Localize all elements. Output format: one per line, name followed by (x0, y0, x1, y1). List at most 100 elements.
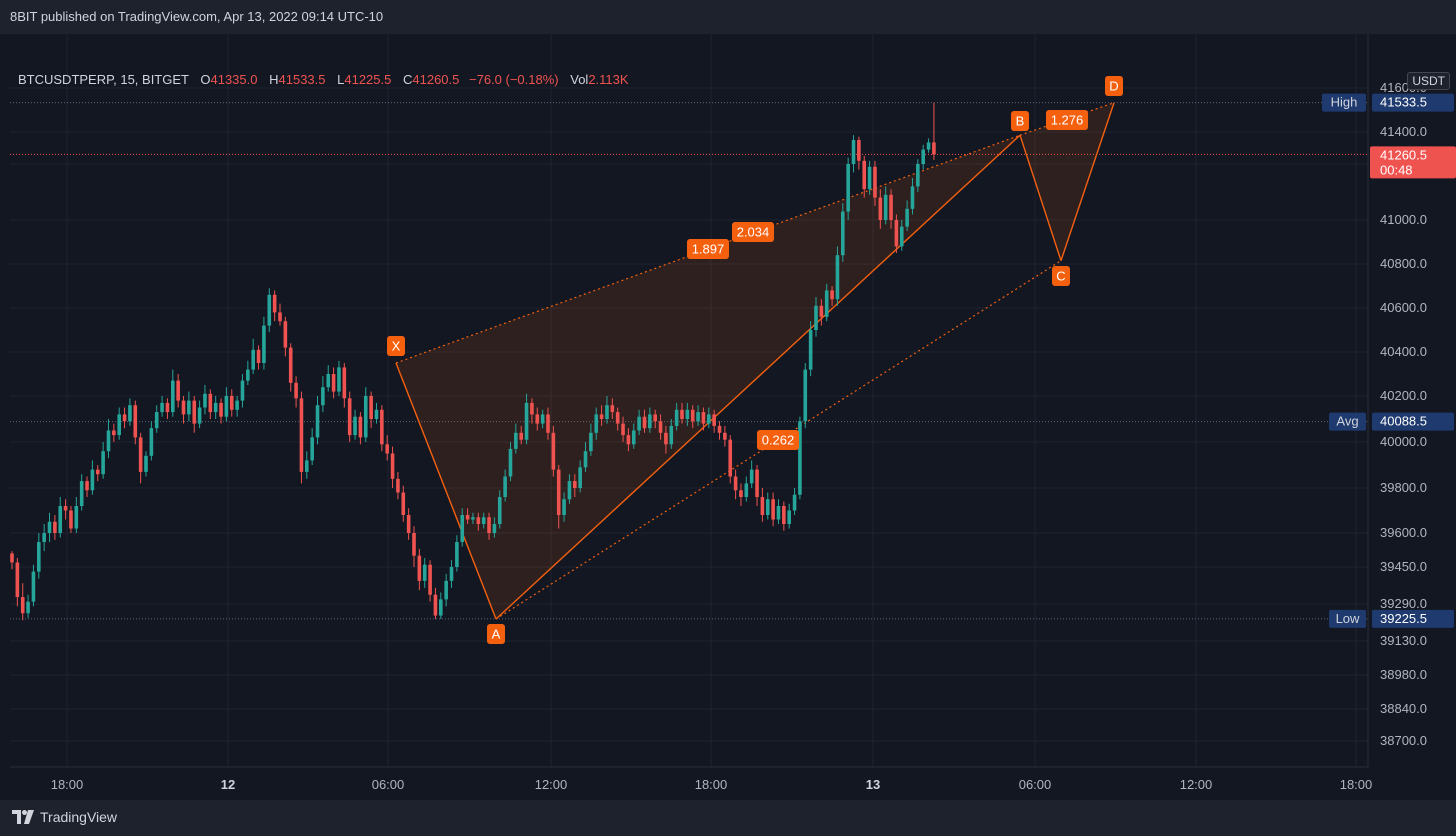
chart-area[interactable]: X A B C D 1.897 2.034 0.262 1.276 41600.0 41400.0… (0, 34, 1456, 800)
candle (149, 421, 154, 461)
price-line-label: Low (1336, 611, 1360, 626)
candle-body (808, 330, 813, 370)
candle (331, 367, 336, 399)
candle-body (690, 409, 695, 422)
candle-body (85, 481, 89, 491)
candle (808, 321, 813, 377)
candle-body (701, 412, 706, 424)
candle-body (899, 226, 904, 247)
candle (862, 156, 867, 198)
pattern-point-x: X (392, 339, 401, 354)
candle (530, 398, 534, 424)
candle (208, 389, 213, 419)
candle-body (374, 409, 379, 419)
pattern-fill-bcd (1020, 102, 1114, 261)
candle-body (514, 432, 518, 449)
time-tick-label: 06:00 (372, 777, 405, 792)
pattern-point-x-bg (387, 336, 405, 356)
price-line-value-bg (1372, 412, 1454, 431)
candle-body (433, 594, 438, 616)
candle (905, 200, 909, 231)
candle (824, 283, 829, 322)
candle-body (621, 423, 625, 436)
candle (583, 442, 588, 472)
candle (508, 442, 513, 482)
candle (497, 490, 502, 529)
candle (246, 360, 250, 385)
candle-body (471, 517, 475, 520)
candle (401, 485, 406, 522)
candle (58, 497, 63, 538)
candle (519, 425, 523, 445)
candle-body (149, 428, 154, 456)
candle (342, 363, 347, 408)
pattern-fill-xab (396, 135, 1020, 620)
pattern-ratio-label: 1.276 (1051, 113, 1084, 128)
candle-body (610, 405, 615, 413)
candle-body (412, 533, 416, 556)
candle-body (776, 506, 781, 520)
candle-body (208, 393, 213, 413)
candle (235, 396, 239, 417)
last-price-value: 41260.5 (1380, 147, 1427, 162)
candle (664, 425, 668, 454)
candle-body (910, 186, 915, 209)
candle-body (321, 387, 325, 406)
price-line-value: 41533.5 (1380, 95, 1427, 110)
candle-body (841, 211, 845, 256)
candle (562, 492, 566, 522)
candle (353, 409, 357, 440)
candle-body (106, 430, 111, 452)
candle (272, 290, 277, 322)
candle (594, 407, 599, 440)
candle (310, 428, 314, 465)
candle-body (192, 400, 197, 424)
candle-body (669, 425, 674, 445)
candle-body (326, 374, 331, 388)
open-label: O (200, 72, 211, 87)
candle (835, 246, 840, 306)
pattern-point-a: A (492, 627, 501, 642)
candle-body (133, 405, 138, 438)
price-tick-label: 40200.0 (1380, 388, 1427, 403)
candle-body (331, 374, 336, 392)
candle-body (867, 166, 872, 190)
candle-body (101, 451, 105, 475)
candle-body (439, 599, 443, 616)
candle (74, 497, 79, 533)
candle-body (594, 414, 599, 433)
candle-body (535, 414, 540, 424)
candle (315, 396, 320, 445)
candle (546, 407, 550, 440)
pattern-ratio-label-bg (757, 430, 799, 450)
candle (26, 594, 30, 618)
candle-body (455, 542, 459, 567)
candle (701, 407, 706, 431)
price-tick-label: 39130.0 (1380, 633, 1427, 648)
candle-body (476, 517, 481, 524)
candle (283, 316, 288, 357)
price-line-label: High (1331, 95, 1358, 110)
candle-body (674, 409, 679, 426)
candle-body (728, 439, 733, 477)
candle-body (396, 478, 400, 493)
candle (396, 471, 400, 500)
candle-body (422, 564, 427, 581)
candle (889, 189, 893, 229)
candle-body (256, 349, 261, 363)
candle-body (299, 398, 304, 472)
currency-unit-button[interactable]: USDT (1407, 72, 1450, 90)
candle-body (803, 369, 808, 422)
close-value: 41260.5 (412, 72, 460, 87)
tradingview-logo[interactable]: TradingView (12, 809, 117, 825)
candle-body (144, 455, 148, 472)
candle (144, 451, 148, 477)
candle (37, 533, 41, 579)
candle (417, 548, 422, 591)
candle (787, 503, 791, 529)
price-line-value-bg (1372, 93, 1454, 112)
candle (433, 587, 438, 620)
candle (476, 512, 481, 531)
candle-body (417, 555, 422, 581)
